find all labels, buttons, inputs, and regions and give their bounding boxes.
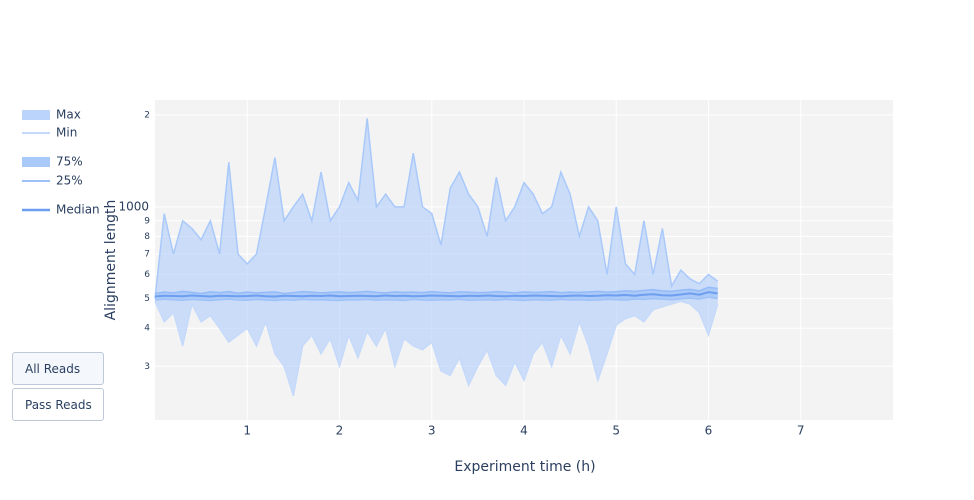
y-tick-label: 2 [144,111,150,121]
y-axis-title: Alignment length [103,200,119,321]
legend-label: Max [56,108,81,122]
series-line [154,118,719,299]
y-tick-label: 1000 [118,199,149,213]
y-tick-label: 7 [144,250,150,260]
legend-label: 25% [56,174,83,188]
y-tick-label: 3 [144,362,150,372]
x-tick-label: 7 [797,424,805,438]
series-line [154,296,718,302]
legend-swatch [22,157,50,167]
x-tick-label: 6 [705,424,713,438]
y-tick-label: 8 [144,232,150,242]
x-tick-label: 1 [243,424,251,438]
legend-swatch [22,110,50,120]
y-tick-label: 4 [144,324,150,334]
x-tick-label: 3 [428,424,436,438]
y-tick-label: 5 [144,294,150,304]
pass-reads-button[interactable]: Pass Reads [12,388,104,421]
all-reads-button[interactable]: All Reads [12,352,104,385]
y-tick-label: 9 [144,216,150,226]
legend-label: Median [56,203,100,217]
band-fill [155,287,718,301]
series-line [154,300,719,397]
band-fill [155,118,718,396]
legend-label: Min [56,126,77,140]
x-tick-label: 4 [520,424,528,438]
y-tick-label: 6 [144,270,150,280]
x-tick-label: 5 [612,424,620,438]
x-tick-label: 2 [336,424,344,438]
series-line [154,291,718,298]
series-line [154,286,718,295]
x-axis-title: Experiment time (h) [454,459,595,475]
legend-label: 75% [56,155,83,169]
